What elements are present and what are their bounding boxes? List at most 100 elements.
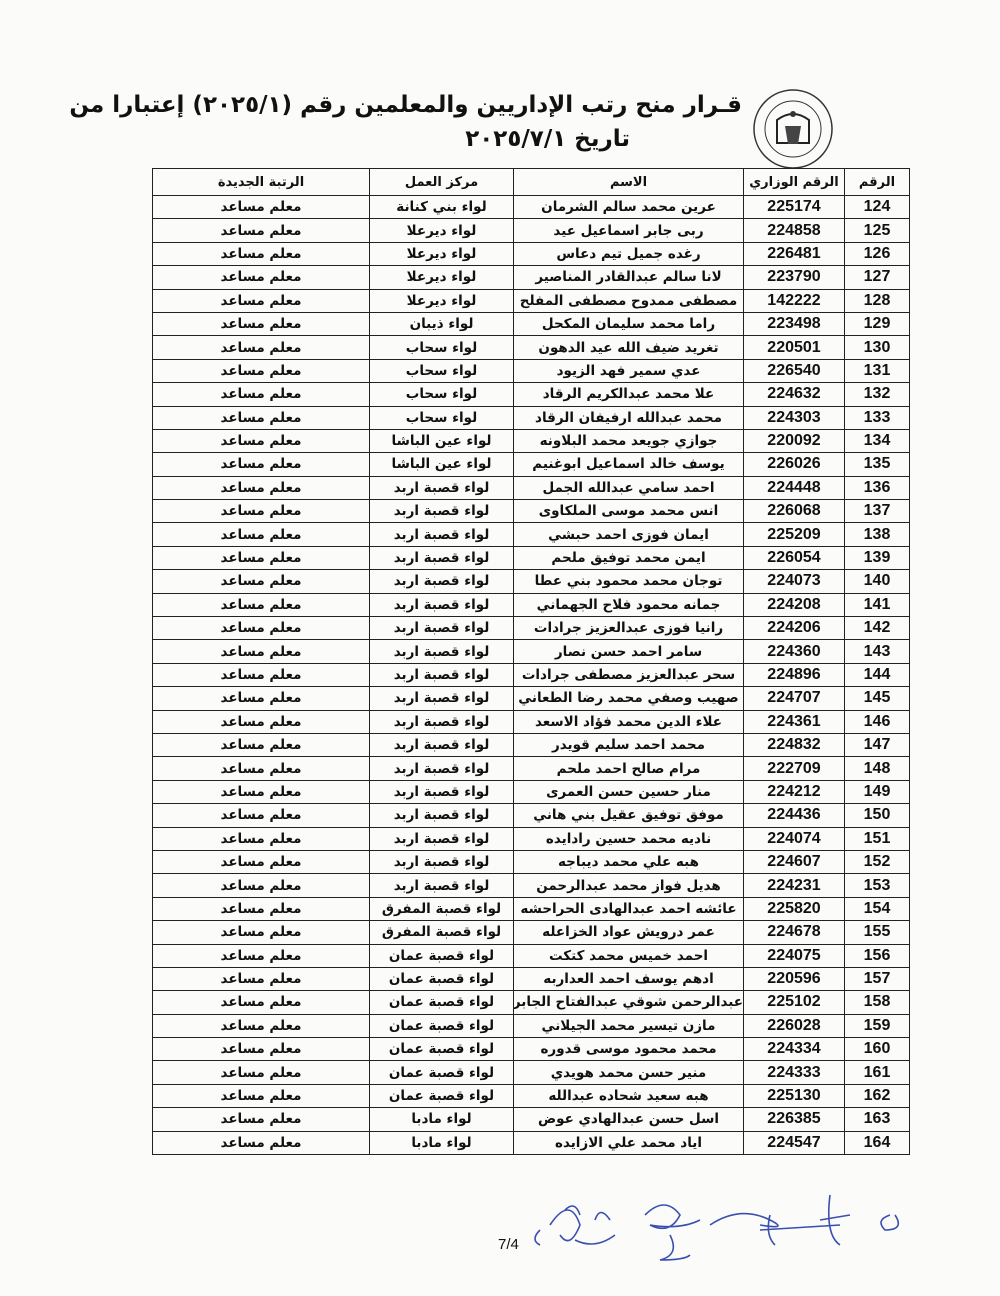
cell-name: مازن تيسير محمد الجيلاني	[513, 1013, 744, 1039]
cell-new-rank: معلم مساعد	[152, 288, 370, 313]
cell-work-center: لواء قصبة عمان	[369, 1013, 514, 1039]
table-row: 131 226540 عدي سمير فهد الزيود لواء سحاب معل…	[152, 358, 910, 384]
cell-ministry-id: 226026	[743, 452, 845, 477]
cell-new-rank: معلم مساعد	[152, 803, 370, 828]
cell-ministry-id: 225174	[743, 194, 845, 220]
cell-work-center: لواء سحاب	[369, 335, 514, 360]
table-row: 160 224334 محمد محمود موسى قدوره لواء قصبة …	[152, 1037, 910, 1062]
cell-ministry-id: 142222	[743, 288, 845, 313]
cell-new-rank: معلم مساعد	[152, 499, 370, 524]
cell-name: محمد احمد سليم قويدر	[513, 732, 744, 758]
cell-number: 143	[844, 639, 910, 664]
cell-work-center: لواء ديرعلا	[369, 265, 514, 290]
cell-ministry-id: 223498	[743, 311, 845, 337]
cell-ministry-id: 224333	[743, 1060, 845, 1085]
table-row: 163 226385 اسل حسن عبدالهادي عوض لواء مادبا…	[152, 1107, 910, 1132]
cell-number: 135	[844, 452, 910, 477]
cell-name: هبه سعيد شحاده عبدالله	[513, 1083, 744, 1109]
cell-ministry-id: 224231	[743, 873, 845, 898]
table-row: 127 223790 لانا سالم عبدالقادر المناصير لوا…	[152, 265, 910, 290]
cell-new-rank: معلم مساعد	[152, 896, 370, 922]
cell-name: توجان محمد محمود بني عطا	[513, 569, 744, 594]
cell-name: منير حسن محمد هويدي	[513, 1060, 744, 1085]
signatures	[534, 1194, 900, 1261]
cell-ministry-id: 225130	[743, 1083, 845, 1109]
cell-work-center: لواء قصبة اربد	[369, 826, 514, 851]
cell-name: مصطفى ممدوح مصطفى المفلح	[513, 288, 744, 313]
cell-ministry-id: 224075	[743, 943, 845, 968]
table-row: 133 224303 محمد عبدالله ارفيفان الرقاد لواء…	[152, 405, 910, 430]
cell-work-center: لواء قصبة المفرق	[369, 896, 514, 922]
cell-ministry-id: 224073	[743, 569, 845, 594]
cell-ministry-id: 226481	[743, 241, 845, 267]
cell-work-center: لواء سحاب	[369, 382, 514, 407]
cell-name: سحر عبدالعزيز مصطفى جرادات	[513, 662, 744, 688]
cell-name: انس محمد موسى الملكاوى	[513, 499, 744, 524]
cell-name: ناديه محمد حسين رادايده	[513, 826, 744, 851]
table-row: 144 224896 سحر عبدالعزيز مصطفى جرادات لواء …	[152, 662, 910, 688]
cell-ministry-id: 224074	[743, 826, 845, 851]
cell-name: عرين محمد سالم الشرمان	[513, 194, 744, 220]
cell-ministry-id: 225820	[743, 896, 845, 922]
cell-name: عائشه احمد عبدالهادى الحراحشه	[513, 896, 744, 922]
cell-work-center: لواء عين الباشا	[369, 452, 514, 477]
cell-new-rank: معلم مساعد	[152, 428, 370, 454]
cell-new-rank: معلم مساعد	[152, 920, 370, 945]
table-row: 149 224212 منار حسين حسن العمرى لواء قصبة ا…	[152, 779, 910, 805]
cell-new-rank: معلم مساعد	[152, 943, 370, 968]
cell-work-center: لواء قصبة اربد	[369, 545, 514, 571]
table-row: 161 224333 منير حسن محمد هويدي لواء قصبة عم…	[152, 1060, 910, 1085]
cell-number: 129	[844, 311, 910, 337]
table-row: 134 220092 جوازي جويعد محمد البلاونه لواء ع…	[152, 428, 910, 454]
cell-number: 156	[844, 943, 910, 968]
cell-work-center: لواء قصبة عمان	[369, 1037, 514, 1062]
cell-number: 150	[844, 803, 910, 828]
table-row: 136 224448 احمد سامي عبدالله الجمل لواء قصب…	[152, 475, 910, 501]
cell-work-center: لواء بني كنانة	[369, 194, 514, 220]
cell-name: ادهم يوسف احمد العداربه	[513, 966, 744, 992]
cell-number: 147	[844, 732, 910, 758]
cell-work-center: لواء قصبة اربد	[369, 803, 514, 828]
cell-ministry-id: 224607	[743, 849, 845, 875]
promotions-table: الرقم الرقم الوزاري الاسم مركز العمل الر…	[152, 168, 910, 1156]
table-row: 124 225174 عرين محمد سالم الشرمان لواء بني …	[152, 194, 910, 220]
cell-new-rank: معلم مساعد	[152, 873, 370, 898]
table-row: 142 224206 رانيا فوزى عبدالعزيز جرادات لواء…	[152, 616, 910, 641]
cell-work-center: لواء ديرعلا	[369, 218, 514, 243]
cell-new-rank: معلم مساعد	[152, 1083, 370, 1109]
cell-number: 124	[844, 194, 910, 220]
cell-ministry-id: 224858	[743, 218, 845, 243]
cell-work-center: لواء قصبة اربد	[369, 732, 514, 758]
table-row: 126 226481 رغده جميل تيم دعاس لواء ديرعلا مع…	[152, 241, 910, 267]
cell-number: 136	[844, 475, 910, 501]
table-row: 159 226028 مازن تيسير محمد الجيلاني لواء قص…	[152, 1013, 910, 1039]
cell-work-center: لواء قصبة اربد	[369, 849, 514, 875]
cell-work-center: لواء قصبة المفرق	[369, 920, 514, 945]
table-row: 154 225820 عائشه احمد عبدالهادى الحراحشه لو…	[152, 896, 910, 922]
cell-work-center: لواء قصبة عمان	[369, 966, 514, 992]
table-row: 164 224547 اياد محمد علي الازايده لواء مادب…	[152, 1130, 910, 1156]
table-row: 128 142222 مصطفى ممدوح مصطفى المفلح لواء دي…	[152, 288, 910, 313]
cell-work-center: لواء قصبة عمان	[369, 1060, 514, 1085]
table-row: 150 224436 موفق توفيق عقيل بني هاني لواء قص…	[152, 803, 910, 828]
cell-ministry-id: 225209	[743, 522, 845, 547]
cell-ministry-id: 226385	[743, 1107, 845, 1132]
table-row: 143 224360 سامر احمد حسن نصار لواء قصبة ارب…	[152, 639, 910, 664]
cell-ministry-id: 220501	[743, 335, 845, 360]
cell-new-rank: معلم مساعد	[152, 826, 370, 851]
cell-number: 144	[844, 662, 910, 688]
cell-new-rank: معلم مساعد	[152, 218, 370, 243]
table-row: 130 220501 تغريد ضيف الله عيد الدهون لواء س…	[152, 335, 910, 360]
column-header-new-rank: الرتبة الجديدة	[152, 168, 370, 196]
cell-ministry-id: 224632	[743, 382, 845, 407]
cell-name: علا محمد عبدالكريم الرقاد	[513, 382, 744, 407]
cell-new-rank: معلم مساعد	[152, 1130, 370, 1156]
cell-name: اسل حسن عبدالهادي عوض	[513, 1107, 744, 1132]
table-row: 156 224075 احمد خميس محمد كتكت لواء قصبة عم…	[152, 943, 910, 968]
ministry-seal-logo	[753, 89, 833, 169]
cell-name: منار حسين حسن العمرى	[513, 779, 744, 805]
cell-number: 133	[844, 405, 910, 430]
table-row: 148 222709 مرام صالح احمد ملحم لواء قصبة ار…	[152, 756, 910, 781]
cell-ministry-id: 224212	[743, 779, 845, 805]
cell-name: محمد محمود موسى قدوره	[513, 1037, 744, 1062]
